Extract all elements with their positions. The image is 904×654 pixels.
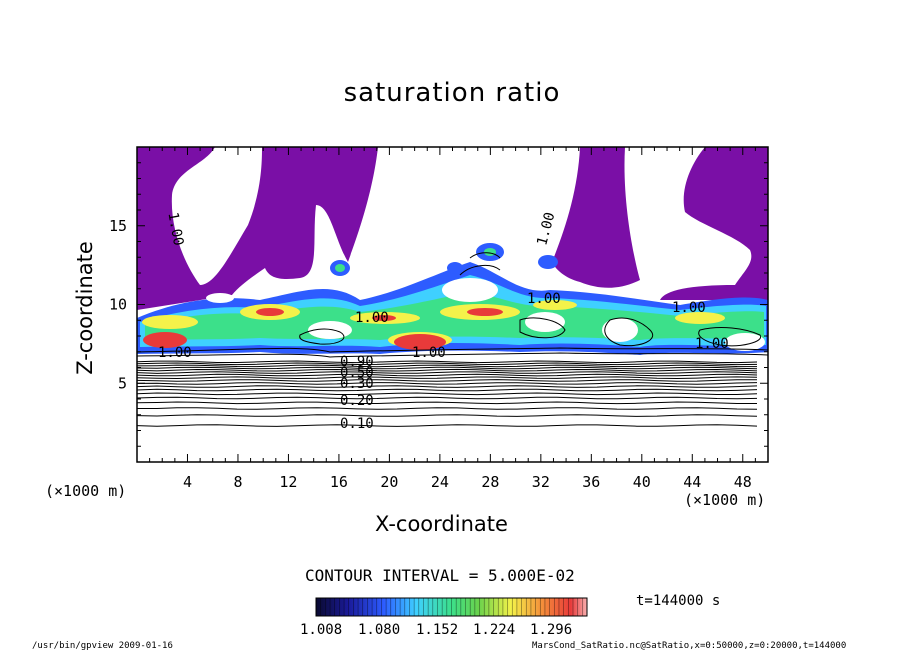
contour-line [137,376,758,380]
contour-line [137,392,758,396]
contour-label: 0.50 [340,365,374,381]
y-tick-label: 5 [118,374,127,392]
contour-line [137,396,758,400]
contour-line [137,385,758,388]
x-tick-label: 28 [481,473,499,491]
contour-line [137,368,758,372]
x-axis: 4 8 12 16 20 24 28 32 36 40 44 48 [149,147,756,491]
cloud-gaps [206,278,765,351]
contour-line [137,424,758,427]
x-tick-label: 24 [431,473,449,491]
contour-label: 1.00 [534,211,558,248]
saturated-region [660,147,768,300]
contour-label: 1.00 [695,336,729,352]
x-tick-label: 44 [683,473,701,491]
x-tick-label: 36 [582,473,600,491]
x-axis-label: X-coordinate [375,512,508,536]
x-tick-label: 16 [330,473,348,491]
contour-labels: 1.00 1.00 1.00 1.00 1.00 1.00 1.00 1.00 … [158,211,729,432]
contour-interval-note: CONTOUR INTERVAL = 5.000E-02 [305,566,575,585]
x-tick-label: 32 [532,473,550,491]
contour-line [137,362,758,366]
contour-line [137,364,758,368]
contour-line [137,414,758,417]
y-axis-label: Z-coordinate [73,241,97,375]
contour-label: 0.20 [340,393,374,409]
cloud-patches [330,243,558,276]
colorbar-tick: 1.008 [300,622,343,638]
contour-line [137,382,758,385]
contour-line [137,360,758,364]
contour-label: 1.00 [355,310,389,326]
y-axis: 5 10 15 [109,162,768,447]
contour-label: 1.00 [412,345,446,361]
contour-line [137,379,758,382]
field-layer: 1.00 1.00 1.00 1.00 1.00 1.00 1.00 1.00 … [137,147,768,432]
contour-line [137,401,757,405]
colorbar-stripes [320,598,583,616]
contour-label: 0.30 [340,376,374,392]
x-tick-label: 8 [233,473,242,491]
x-tick-label: 12 [279,473,297,491]
saturated-region [137,147,378,310]
contour-line [137,371,758,374]
contour-label: 0.10 [340,416,374,432]
contour-label: 1.00 [164,211,186,247]
colorbar-tick: 1.224 [473,622,516,638]
colorbar-tick: 1.296 [530,622,573,638]
chart-title: saturation ratio [343,78,561,108]
colorbar-tick: 1.080 [358,622,401,638]
contour-lines [137,360,758,427]
colorbar-tick: 1.152 [416,622,459,638]
y-unit-label: (×1000 m) [45,482,127,500]
contour-line [137,373,758,377]
y-tick-label: 10 [109,296,127,314]
contour-line [137,407,758,410]
contour-line [137,366,758,370]
footer-source-info: MarsCond_SatRatio.nc@SatRatio,x=0:50000,… [532,641,847,651]
contour-label: 1.00 [158,345,192,361]
x-unit-label: (×1000 m) [684,491,766,509]
saturated-region [552,147,640,288]
contour-line [137,388,758,392]
footer-program-info: /usr/bin/gpview 2009-01-16 [32,641,173,651]
x-tick-label: 40 [633,473,651,491]
contour-label: 1.00 [527,291,561,307]
cloud-base-contours [137,252,768,358]
x-tick-label: 4 [183,473,192,491]
time-label: t=144000 s [636,593,721,609]
cloud-peaks [143,308,503,350]
y-tick-label: 15 [109,217,127,235]
contour-label: 0.90 [340,354,374,370]
contour-label: 1.00 [672,300,706,316]
x-tick-label: 48 [734,473,752,491]
x-tick-label: 20 [380,473,398,491]
